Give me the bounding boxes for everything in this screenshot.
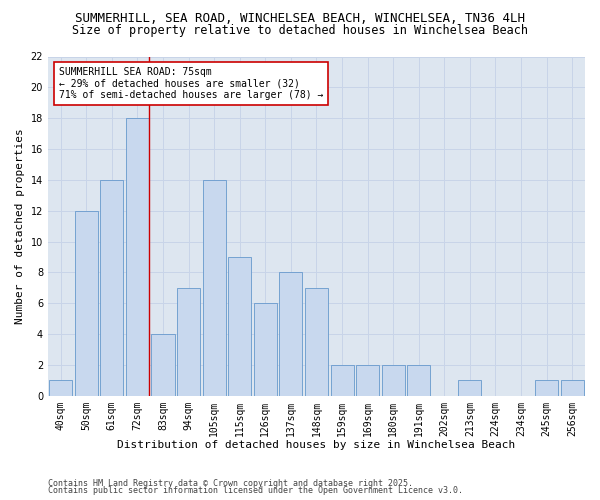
Text: Size of property relative to detached houses in Winchelsea Beach: Size of property relative to detached ho… (72, 24, 528, 37)
Bar (535, 380, 558, 396)
Y-axis label: Number of detached properties: Number of detached properties (15, 128, 25, 324)
Bar (228, 257, 251, 396)
Bar (382, 365, 404, 396)
Bar (126, 118, 149, 396)
Bar (151, 334, 175, 396)
Bar (203, 180, 226, 396)
Text: SUMMERHILL, SEA ROAD, WINCHELSEA BEACH, WINCHELSEA, TN36 4LH: SUMMERHILL, SEA ROAD, WINCHELSEA BEACH, … (75, 12, 525, 26)
Bar (49, 380, 72, 396)
Bar (177, 288, 200, 396)
Bar (254, 303, 277, 396)
Bar (280, 272, 302, 396)
Bar (331, 365, 353, 396)
Text: Contains HM Land Registry data © Crown copyright and database right 2025.: Contains HM Land Registry data © Crown c… (48, 478, 413, 488)
Bar (561, 380, 584, 396)
Text: SUMMERHILL SEA ROAD: 75sqm
← 29% of detached houses are smaller (32)
71% of semi: SUMMERHILL SEA ROAD: 75sqm ← 29% of deta… (59, 66, 323, 100)
Bar (75, 210, 98, 396)
Bar (356, 365, 379, 396)
X-axis label: Distribution of detached houses by size in Winchelsea Beach: Distribution of detached houses by size … (118, 440, 515, 450)
Bar (100, 180, 124, 396)
Text: Contains public sector information licensed under the Open Government Licence v3: Contains public sector information licen… (48, 486, 463, 495)
Bar (407, 365, 430, 396)
Bar (305, 288, 328, 396)
Bar (458, 380, 481, 396)
